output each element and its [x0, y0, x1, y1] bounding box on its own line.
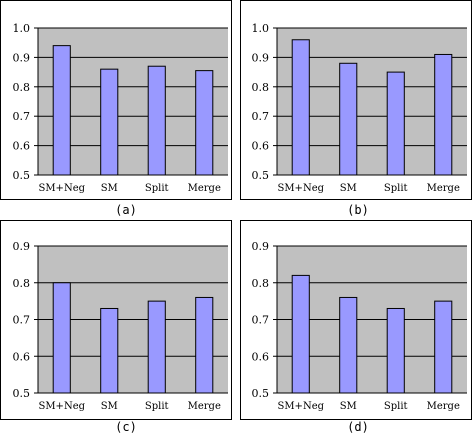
xtick-label-d-1: SM — [340, 401, 357, 412]
bar-c-1 — [100, 307, 119, 394]
ytick-label-b-5: 1.0 — [252, 22, 270, 35]
bar-d-0 — [291, 274, 310, 394]
ytick-label-a-5: 1.0 — [13, 22, 31, 35]
bar-a-2 — [147, 65, 166, 176]
ytick-label-d-4: 0.9 — [252, 240, 270, 253]
ytick-label-b-1: 0.6 — [252, 140, 270, 153]
ytick-label-a-0: 0.5 — [13, 169, 31, 182]
bar-a-0 — [52, 45, 71, 176]
xtick-label-a-1: SM — [101, 183, 118, 194]
xtick-label-a-2: Split — [145, 183, 169, 194]
ytick-label-d-3: 0.8 — [252, 277, 270, 290]
bar-b-3 — [434, 53, 453, 176]
ytick-label-a-2: 0.7 — [13, 110, 31, 123]
ytick-label-b-3: 0.8 — [252, 81, 270, 94]
ytick-label-b-2: 0.7 — [252, 110, 270, 123]
xtick-label-b-0: SM+Neg — [277, 183, 324, 194]
bar-b-0 — [291, 39, 310, 176]
ytick-label-d-2: 0.7 — [252, 314, 270, 327]
xtick-label-d-2: Split — [384, 401, 408, 412]
ytick-label-a-3: 0.8 — [13, 81, 31, 94]
xtick-label-c-3: Merge — [188, 401, 221, 412]
bar-b-1 — [339, 62, 358, 176]
xtick-label-d-3: Merge — [427, 401, 460, 412]
bar-a-1 — [100, 68, 119, 176]
xtick-label-a-0: SM+Neg — [38, 183, 85, 194]
caption-a: (a) — [115, 203, 137, 217]
caption-d: (d) — [347, 420, 369, 434]
ytick-label-c-0: 0.5 — [13, 387, 31, 400]
xtick-label-b-3: Merge — [427, 183, 460, 194]
xtick-label-b-1: SM — [340, 183, 357, 194]
bar-d-1 — [339, 296, 358, 394]
bar-b-2 — [386, 71, 405, 176]
ytick-label-d-0: 0.5 — [252, 387, 270, 400]
bar-c-0 — [52, 282, 71, 394]
ytick-label-a-1: 0.6 — [13, 140, 31, 153]
xtick-label-c-0: SM+Neg — [38, 401, 85, 412]
ytick-label-b-0: 0.5 — [252, 169, 270, 182]
ytick-label-c-4: 0.9 — [13, 240, 31, 253]
caption-b: (b) — [347, 203, 369, 217]
xtick-label-d-0: SM+Neg — [277, 401, 324, 412]
bar-c-3 — [195, 296, 214, 394]
ytick-label-c-1: 0.6 — [13, 350, 31, 363]
xtick-label-c-1: SM — [101, 401, 118, 412]
bar-c-2 — [147, 300, 166, 394]
bar-a-3 — [195, 70, 214, 176]
caption-c: (c) — [115, 420, 137, 434]
xtick-label-b-2: Split — [384, 183, 408, 194]
ytick-label-c-2: 0.7 — [13, 314, 31, 327]
ytick-label-c-3: 0.8 — [13, 277, 31, 290]
bar-d-2 — [386, 307, 405, 394]
ytick-label-d-1: 0.6 — [252, 350, 270, 363]
bar-d-3 — [434, 300, 453, 394]
ytick-label-b-4: 0.9 — [252, 51, 270, 64]
xtick-label-a-3: Merge — [188, 183, 221, 194]
xtick-label-c-2: Split — [145, 401, 169, 412]
ytick-label-a-4: 0.9 — [13, 51, 31, 64]
